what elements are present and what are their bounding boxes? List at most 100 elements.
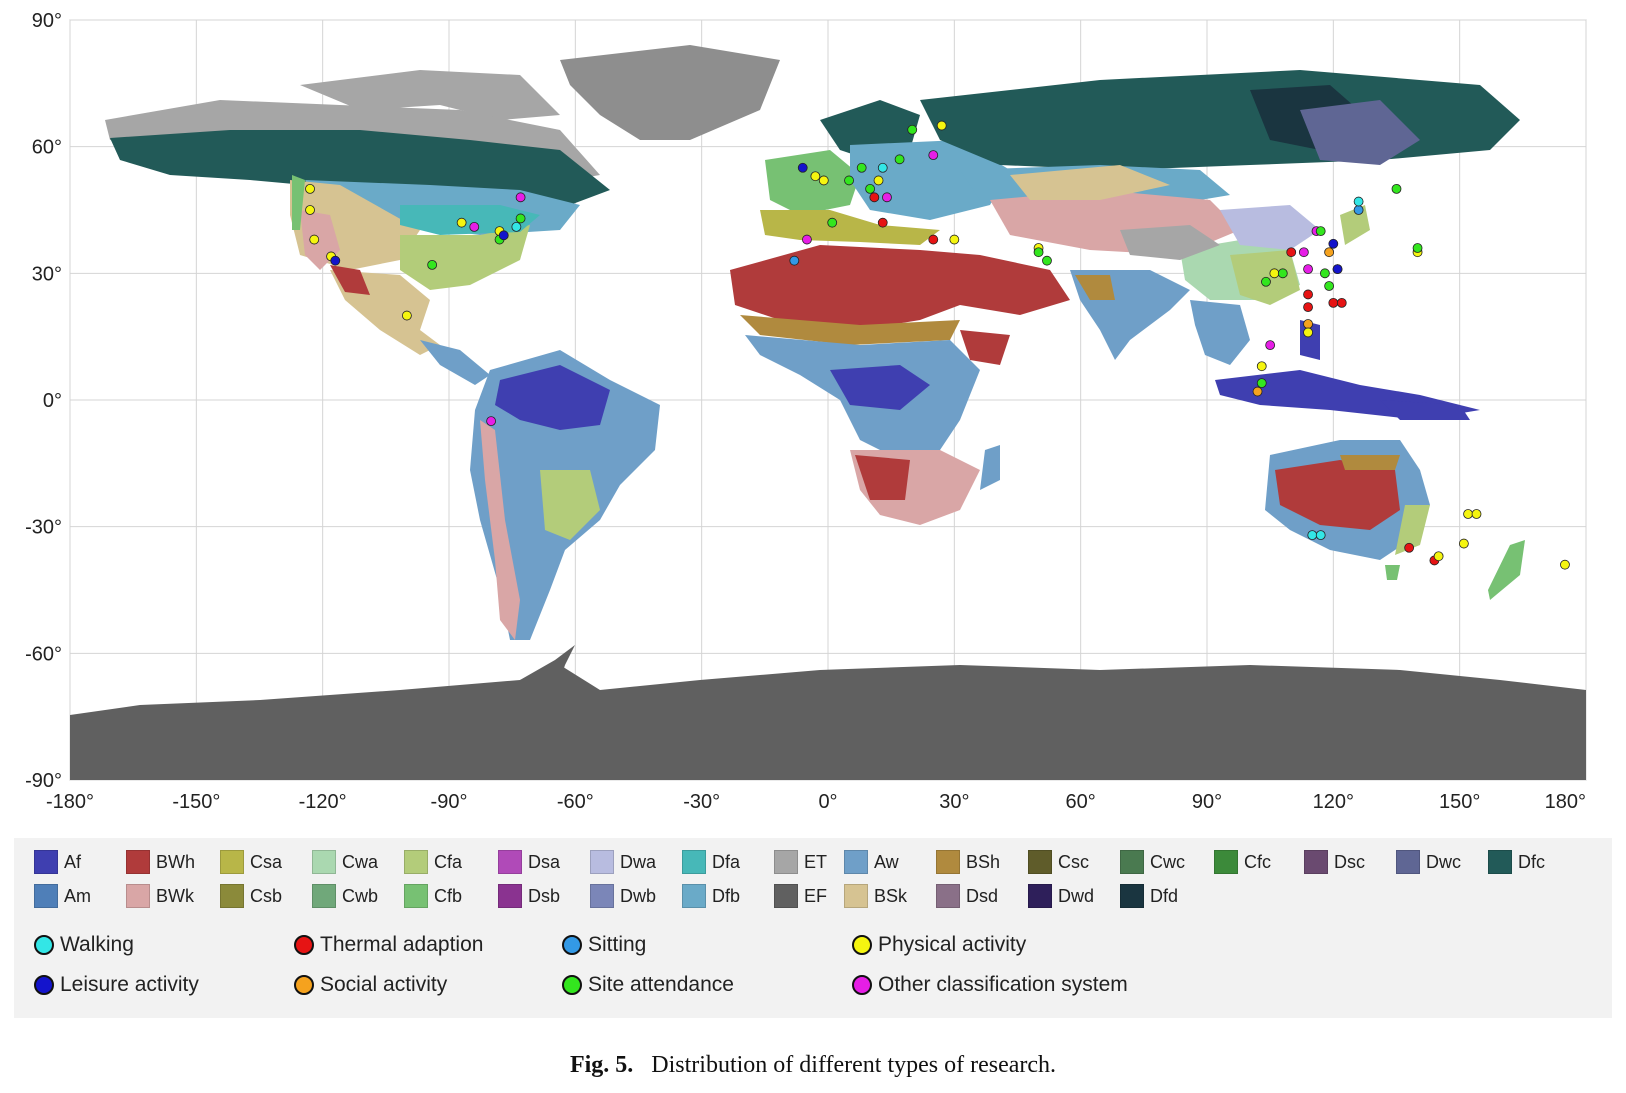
study-site-marker (1303, 327, 1313, 338)
climate-swatch (774, 850, 798, 874)
climate-swatch (1028, 850, 1052, 874)
longitude-tick-label: -150° (172, 791, 220, 813)
climate-swatch (936, 850, 960, 874)
climate-legend-item: Cfa (404, 848, 462, 876)
study-site-marker (869, 192, 880, 203)
latitude-tick-label: -30° (25, 517, 62, 539)
study-site-marker (1256, 361, 1267, 372)
study-site-marker (486, 416, 497, 427)
china-dwa (1220, 205, 1320, 250)
research-type-legend-item: Site attendance (562, 970, 734, 1000)
study-site-marker (469, 221, 480, 232)
study-site-marker (1324, 247, 1335, 258)
study-site-marker (1336, 297, 1347, 308)
climate-swatch (1120, 850, 1144, 874)
climate-legend-item: Cwa (312, 848, 378, 876)
tasmania (1385, 565, 1400, 580)
central-america (420, 340, 490, 385)
climate-legend-item: Csb (220, 882, 282, 910)
research-type-marker-swatch (562, 935, 582, 955)
climate-code-label: Dwb (620, 885, 657, 906)
climate-code-label: Dwc (1426, 851, 1461, 872)
climate-legend-item: Dsd (936, 882, 998, 910)
study-site-marker (1315, 226, 1326, 237)
climate-legend-item: ET (774, 848, 827, 876)
study-site-marker (1353, 205, 1364, 215)
study-site-marker (1252, 386, 1263, 397)
climate-swatch (590, 884, 614, 908)
world-climate-map: 90°60°30°0°-30°-60°-90° -180° -150° -120° -… (25, 10, 1587, 813)
kalahari-bwh (855, 455, 910, 500)
study-site-marker (1277, 268, 1288, 279)
climate-swatch (34, 850, 58, 874)
madagascar (980, 445, 1000, 490)
antarctica (70, 665, 1586, 780)
climate-swatch (312, 884, 336, 908)
climate-code-label: Dsc (1334, 851, 1365, 872)
climate-code-label: BSh (966, 851, 1001, 872)
longitude-tick-label: -30° (683, 791, 720, 813)
latitude-tick-label: 60° (32, 137, 62, 159)
climate-legend-item: Cfc (1214, 848, 1271, 876)
climate-legend-item: BSk (844, 882, 907, 910)
japan (1340, 205, 1370, 245)
study-site-marker (511, 221, 522, 232)
pacific-coast (292, 175, 305, 230)
research-type-label: Other classification system (878, 973, 1128, 996)
climate-code-label: Dwa (620, 851, 657, 872)
research-type-marker-swatch (294, 935, 314, 955)
climate-swatch (1488, 850, 1512, 874)
latitude-axis: 90° 60° 30° 0° -30° -60° -90° (25, 10, 62, 792)
europe-cfb (765, 150, 860, 215)
climate-swatch (590, 850, 614, 874)
climate-legend-item: EF (774, 882, 827, 910)
legend-panel (14, 838, 1612, 1018)
study-site-marker (1303, 289, 1313, 300)
climate-legend-item: Dwa (590, 848, 656, 876)
climate-code-label: Cfa (434, 851, 463, 872)
climate-code-label: Dfd (1150, 885, 1179, 906)
climate-legend-item: BWh (126, 848, 195, 876)
study-site-marker (797, 162, 808, 173)
climate-legend-item: Csc (1028, 848, 1089, 876)
longitude-tick-label: -120° (299, 791, 347, 813)
study-site-marker (1324, 281, 1335, 291)
climate-code-label: BSk (874, 885, 908, 906)
study-site-marker (1256, 378, 1267, 389)
siberia-dwc (1300, 100, 1420, 165)
study-site-marker (1560, 559, 1570, 570)
latitude-tick-label: 90° (32, 10, 62, 32)
study-site-marker (1307, 530, 1318, 541)
climate-legend-item: Dwd (1028, 882, 1094, 910)
climate-legend-item: Dfc (1488, 848, 1545, 876)
climate-swatch (498, 884, 522, 908)
research-type-legend-item: Sitting (562, 930, 646, 960)
climate-code-label: Cfc (1244, 851, 1271, 872)
study-site-marker (1320, 268, 1330, 279)
climate-swatch (126, 884, 150, 908)
study-site-marker (1412, 243, 1423, 253)
research-type-label: Leisure activity (60, 973, 199, 996)
longitude-tick-label: 150° (1439, 791, 1480, 813)
australia-east-cfa (1395, 505, 1430, 555)
study-site-marker (1286, 247, 1297, 258)
study-site-marker (1265, 340, 1276, 351)
climate-swatch (312, 850, 336, 874)
north-america-boreal (110, 130, 610, 205)
climate-swatch (1214, 850, 1238, 874)
study-site-marker (1328, 297, 1339, 308)
climate-code-label: Dsa (528, 851, 561, 872)
study-site-marker (789, 255, 800, 266)
study-site-marker (865, 183, 876, 194)
climate-code-label: Csc (1058, 851, 1089, 872)
climate-code-label: Csa (250, 851, 283, 872)
climate-legend-item: BWk (126, 882, 194, 910)
study-site-marker (1261, 276, 1271, 287)
research-type-legend-item: Walking (34, 930, 134, 960)
climate-legend-item: Dsa (498, 848, 560, 876)
climate-code-label: Dsb (528, 885, 561, 906)
study-site-marker (309, 234, 320, 245)
climate-code-label: Cfb (434, 885, 463, 906)
climate-legend-item: Csa (220, 848, 282, 876)
climate-legend-item: Dsb (498, 882, 560, 910)
